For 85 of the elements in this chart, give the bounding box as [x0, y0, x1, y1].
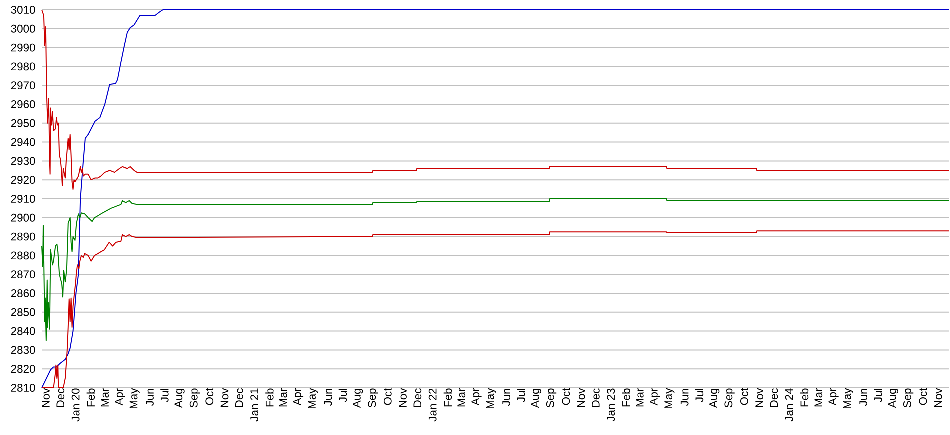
- y-tick-label: 2970: [11, 82, 36, 90]
- x-tick-label: Apr: [293, 388, 304, 406]
- x-tick-label: Apr: [828, 388, 839, 406]
- x-tick-label: Oct: [206, 388, 214, 406]
- x-tick-label: Jun: [324, 388, 332, 406]
- x-tick-label: Jul: [338, 389, 348, 402]
- x-tick-label: Mar: [814, 388, 823, 407]
- y-tick-label: 2810: [11, 384, 36, 392]
- x-tick-label: Dec: [236, 388, 244, 408]
- x-tick-label: Nov: [577, 388, 586, 408]
- x-tick-label: Nov: [220, 388, 229, 408]
- x-tick-label: Jun: [680, 388, 689, 406]
- x-tick-label: Jun: [502, 388, 510, 406]
- x-tick-label: Mar: [458, 388, 466, 407]
- x-tick-label: Feb: [86, 388, 96, 407]
- x-tick-label: Feb: [444, 388, 452, 407]
- x-tick-label: Jun: [860, 388, 868, 406]
- x-tick-label: Jul: [695, 389, 704, 402]
- x-tick-label: Sep: [724, 388, 735, 408]
- x-tick-label: Aug: [353, 388, 364, 408]
- x-tick-label: Apr: [650, 388, 660, 406]
- x-tick-label: Apr: [115, 388, 126, 406]
- y-tick-label: 2930: [11, 157, 36, 166]
- x-tick-label: Jan 20: [72, 388, 80, 422]
- x-tick-label: May: [843, 388, 854, 408]
- x-tick-label: Mar: [279, 388, 288, 407]
- x-tick-label: Feb: [266, 388, 274, 407]
- x-tick-label: Sep: [190, 388, 200, 408]
- x-tick-label: Jul: [160, 389, 169, 402]
- y-tick-label: 3000: [11, 24, 36, 33]
- y-tick-label: 2900: [11, 214, 36, 222]
- x-tick-label: Aug: [174, 388, 185, 408]
- x-tick-label: Nov: [756, 388, 764, 408]
- y-tick-label: 2980: [11, 62, 36, 71]
- y-tick-label: 2850: [11, 308, 36, 316]
- x-tick-label: Aug: [531, 388, 542, 408]
- y-tick-label: 2940: [11, 138, 36, 146]
- x-tick-label: Jan 22: [428, 388, 437, 422]
- x-tick-label: Dec: [592, 388, 600, 408]
- y-tick-label: 2880: [11, 252, 36, 260]
- x-tick-label: Mar: [636, 388, 644, 407]
- x-tick-label: Sep: [368, 388, 378, 408]
- x-tick-label: May: [130, 388, 140, 408]
- x-tick-label: Dec: [56, 388, 65, 408]
- x-tick-label: Jan 24: [785, 388, 794, 422]
- x-tick-label: Jan 21: [250, 388, 259, 422]
- x-tick-label: Aug: [710, 388, 720, 408]
- x-tick-label: Jun: [146, 388, 154, 406]
- y-tick-label: 2960: [11, 100, 36, 108]
- x-tick-label: Jul: [874, 389, 882, 402]
- x-tick-label: Nov: [399, 388, 407, 408]
- x-tick-label: May: [486, 388, 496, 408]
- x-tick-label: May: [308, 388, 318, 408]
- x-tick-label: Dec: [770, 388, 778, 408]
- line-series: [42, 230, 950, 388]
- x-tick-label: Jan 23: [607, 388, 616, 422]
- y-tick-label: 2830: [11, 346, 36, 354]
- y-tick-label: 2990: [11, 44, 36, 52]
- line-series: [42, 9, 950, 190]
- y-tick-label: 2860: [11, 290, 36, 298]
- x-tick-label: Dec: [414, 388, 422, 408]
- y-tick-label: 2910: [11, 195, 36, 203]
- y-tick-label: 2920: [11, 176, 36, 184]
- x-tick-label: May: [664, 388, 675, 408]
- x-tick-label: Feb: [622, 388, 630, 407]
- x-tick-label: Sep: [903, 388, 914, 408]
- x-tick-label: Oct: [919, 388, 928, 406]
- y-tick-label: 3010: [11, 6, 36, 14]
- line-series: [42, 9, 950, 388]
- x-tick-label: Nov: [934, 388, 942, 408]
- x-tick-label: Feb: [800, 388, 809, 407]
- x-tick-label: Oct: [384, 388, 392, 406]
- x-tick-label: Apr: [472, 388, 482, 406]
- x-tick-label: Jul: [517, 389, 526, 402]
- x-tick-label: Mar: [101, 388, 110, 407]
- x-tick-label: Sep: [546, 388, 557, 408]
- y-tick-label: 2820: [11, 365, 36, 374]
- x-tick-label: Nov: [42, 388, 50, 408]
- y-tick-label: 2890: [11, 232, 36, 241]
- y-tick-label: 2870: [11, 270, 36, 279]
- y-tick-label: 2840: [11, 327, 36, 336]
- x-tick-label: Oct: [562, 388, 570, 406]
- x-tick-label: Aug: [888, 388, 898, 408]
- x-tick-label: Oct: [740, 388, 748, 406]
- y-tick-label: 2950: [11, 119, 36, 128]
